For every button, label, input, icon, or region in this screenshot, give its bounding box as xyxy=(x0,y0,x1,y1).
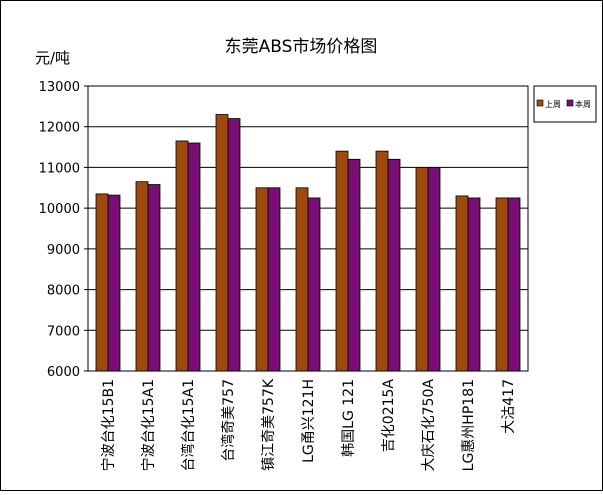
bars xyxy=(95,114,521,372)
y-tick-label: 12000 xyxy=(39,121,80,136)
bar-this-week xyxy=(307,197,321,372)
x-tick-label: LG甬兴121H xyxy=(301,379,317,463)
bar-last-week xyxy=(295,187,309,372)
bar-last-week xyxy=(175,140,189,372)
bar-this-week xyxy=(507,197,521,372)
y-tick-label: 11000 xyxy=(39,161,80,176)
bar-this-week xyxy=(387,158,401,372)
bar-last-week xyxy=(415,167,429,372)
x-tick-label: 台湾台化15A1 xyxy=(180,379,197,471)
bar-this-week xyxy=(227,118,241,372)
bar-this-week xyxy=(347,158,361,372)
y-tick-labels: 6000 7000 8000 9000 10000 11000 12000 13000 xyxy=(39,80,88,380)
chart-title: 东莞ABS市场价格图 xyxy=(225,37,378,57)
y-tick-label: 6000 xyxy=(47,365,80,380)
x-tick-label: 宁波台化15A1 xyxy=(140,379,157,471)
y-tick-label: 7000 xyxy=(47,324,80,339)
bar-last-week xyxy=(135,181,149,372)
x-tick-label: 大沽417 xyxy=(501,379,517,434)
y-tick-label: 10000 xyxy=(39,202,80,217)
y-tick-label: 8000 xyxy=(47,284,80,299)
x-tick-label: 台湾奇美757 xyxy=(220,379,237,462)
y-tick-label: 13000 xyxy=(39,80,80,95)
legend-label: 本周 xyxy=(575,99,591,109)
x-tick-labels: 宁波台化15B1 宁波台化15A1 台湾台化15A1 台湾奇美757 镇江奇美757K L… xyxy=(100,378,517,471)
x-tick-label: 吉化0215A xyxy=(381,379,397,453)
bar-last-week xyxy=(215,114,229,372)
bar-last-week xyxy=(375,150,389,372)
x-tick-label: 大庆石化750A xyxy=(421,379,437,472)
legend: 上周 本周 xyxy=(533,85,597,123)
x-tick-label: 韩国LG 121 xyxy=(341,379,357,457)
x-tick-label: 宁波台化15B1 xyxy=(100,379,117,471)
bar-this-week xyxy=(107,194,121,372)
bar-last-week xyxy=(335,150,349,372)
bar-this-week xyxy=(187,142,201,372)
bar-this-week xyxy=(467,197,481,372)
y-axis-label: 元/吨 xyxy=(35,49,70,67)
legend-swatch xyxy=(536,99,544,107)
legend-label: 上周 xyxy=(545,100,561,109)
x-tick-label: 镇江奇美757K xyxy=(260,378,277,471)
legend-box xyxy=(533,85,597,123)
y-tick-label: 9000 xyxy=(47,243,80,258)
bar-last-week xyxy=(95,193,109,372)
legend-swatch xyxy=(566,99,574,107)
x-tick-label: LG惠州HP181 xyxy=(461,379,477,471)
grid-lines xyxy=(88,126,528,331)
bar-this-week xyxy=(147,184,161,372)
bar-this-week xyxy=(267,187,281,372)
bar-last-week xyxy=(495,197,509,372)
bar-last-week xyxy=(455,195,469,372)
bar-this-week xyxy=(427,167,441,372)
bar-last-week xyxy=(255,187,269,372)
